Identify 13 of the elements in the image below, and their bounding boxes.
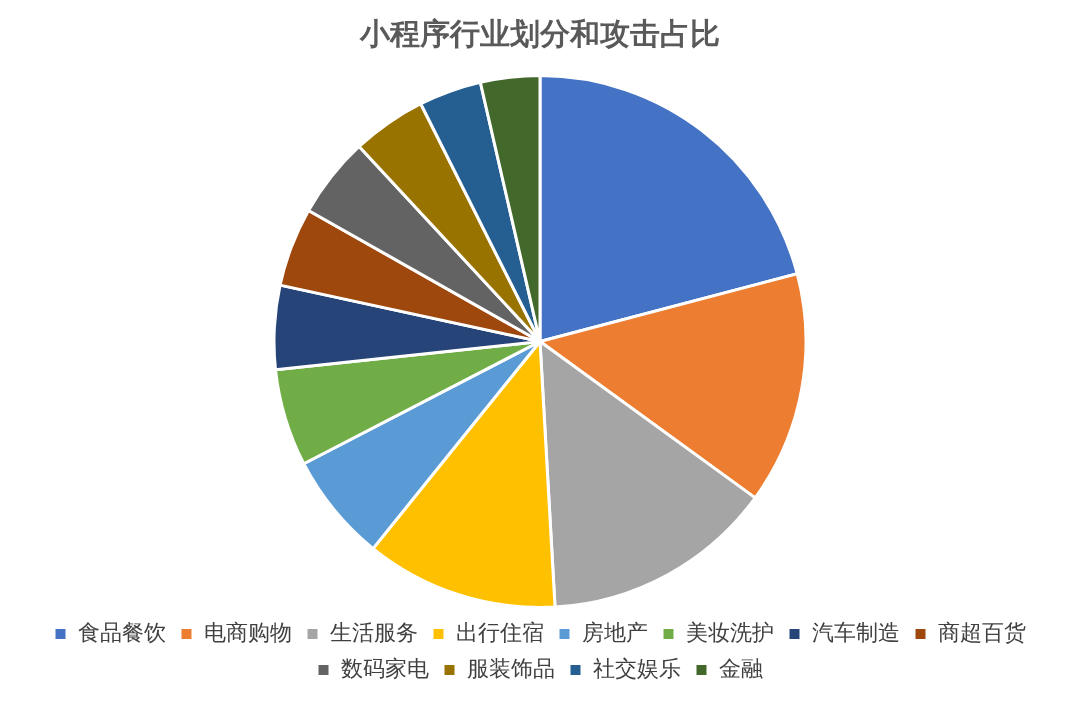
chart-title: 小程序行业划分和攻击占比 [359,15,720,51]
legend-label: 食品餐饮 [78,619,166,645]
legend-label: 出行住宿 [456,619,544,645]
legend-label: 房地产 [582,619,648,645]
legend-label: 生活服务 [330,619,418,645]
legend-label: 社交娱乐 [593,655,681,681]
legend-label: 商超百货 [938,619,1026,645]
legend-label: 服装饰品 [467,655,555,681]
legend-label: 汽车制造 [812,619,900,645]
legend-label: 数码家电 [341,655,429,681]
legend-label: 电商购物 [204,619,292,645]
legend-label: 美妆洗护 [686,619,774,645]
legend-label: 金融 [719,655,763,681]
